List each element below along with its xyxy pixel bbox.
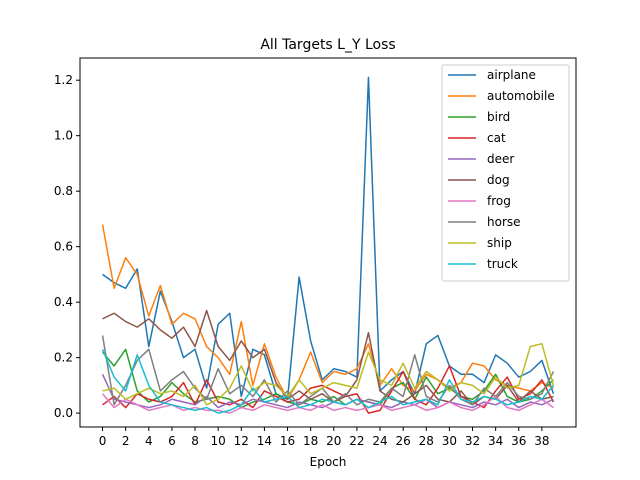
legend-label-automobile: automobile: [487, 89, 555, 103]
legend-label-truck: truck: [487, 257, 518, 271]
x-tick-label: 14: [257, 434, 272, 448]
x-tick-label: 4: [145, 434, 153, 448]
x-tick-label: 28: [419, 434, 434, 448]
y-tick-label: 1.2: [54, 73, 73, 87]
legend-label-ship: ship: [487, 236, 512, 250]
x-tick-label: 36: [511, 434, 526, 448]
legend-label-deer: deer: [487, 152, 514, 166]
x-tick-label: 32: [465, 434, 480, 448]
x-tick-label: 22: [349, 434, 364, 448]
legend-box: [441, 64, 570, 282]
x-tick-label: 8: [191, 434, 199, 448]
x-axis-label: Epoch: [310, 455, 347, 469]
x-tick-label: 12: [234, 434, 249, 448]
series-line-airplane: [102, 76, 555, 401]
legend-label-dog: dog: [487, 173, 510, 187]
y-tick-label: 0.4: [54, 295, 73, 309]
x-tick-label: 20: [326, 434, 341, 448]
x-tick-label: 6: [168, 434, 176, 448]
legend-label-airplane: airplane: [487, 68, 536, 82]
series-line-automobile: [101, 224, 554, 401]
y-tick-label: 0.0: [54, 406, 73, 420]
legend-label-horse: horse: [487, 215, 521, 229]
x-tick-label: 38: [534, 434, 549, 448]
y-tick-label: 0.2: [54, 351, 73, 365]
y-tick-label: 0.8: [54, 184, 73, 198]
series-line-truck: [101, 349, 555, 414]
x-tick-label: 30: [442, 434, 457, 448]
x-tick-label: 26: [396, 434, 411, 448]
series-line-deer: [101, 373, 554, 409]
x-tick-label: 16: [280, 434, 295, 448]
legend: airplane automobile bird cat deer dog frog hors…: [441, 64, 570, 282]
chart-title: All Targets L_Y Loss: [260, 37, 395, 53]
x-tick-label: 24: [372, 434, 387, 448]
x-tick-label: 18: [303, 434, 318, 448]
series-line-ship: [102, 343, 555, 406]
series-line-dog: [102, 309, 554, 406]
legend-label-bird: bird: [487, 110, 510, 124]
x-tick-label: 0: [99, 434, 107, 448]
x-tick-label: 2: [122, 434, 130, 448]
series-layer: [101, 76, 555, 414]
y-tick-label: 0.6: [54, 240, 73, 254]
series-line-bird: [101, 348, 554, 409]
x-axis: 0 2 4 6 8 10 12 14 16 18 20 22 24 26 28 30 32 34 36 38: [99, 427, 550, 448]
series-line-frog: [101, 393, 554, 414]
legend-label-frog: frog: [487, 194, 511, 208]
y-tick-label: 1.0: [54, 129, 73, 143]
plot-frame: [79, 57, 577, 428]
y-axis: 0.0 0.2 0.4 0.6 0.8 1.0 1.2: [54, 73, 80, 420]
x-tick-label: 10: [211, 434, 226, 448]
x-tick-label: 34: [488, 434, 503, 448]
series-line-horse: [101, 335, 555, 406]
legend-label-cat: cat: [487, 131, 506, 145]
